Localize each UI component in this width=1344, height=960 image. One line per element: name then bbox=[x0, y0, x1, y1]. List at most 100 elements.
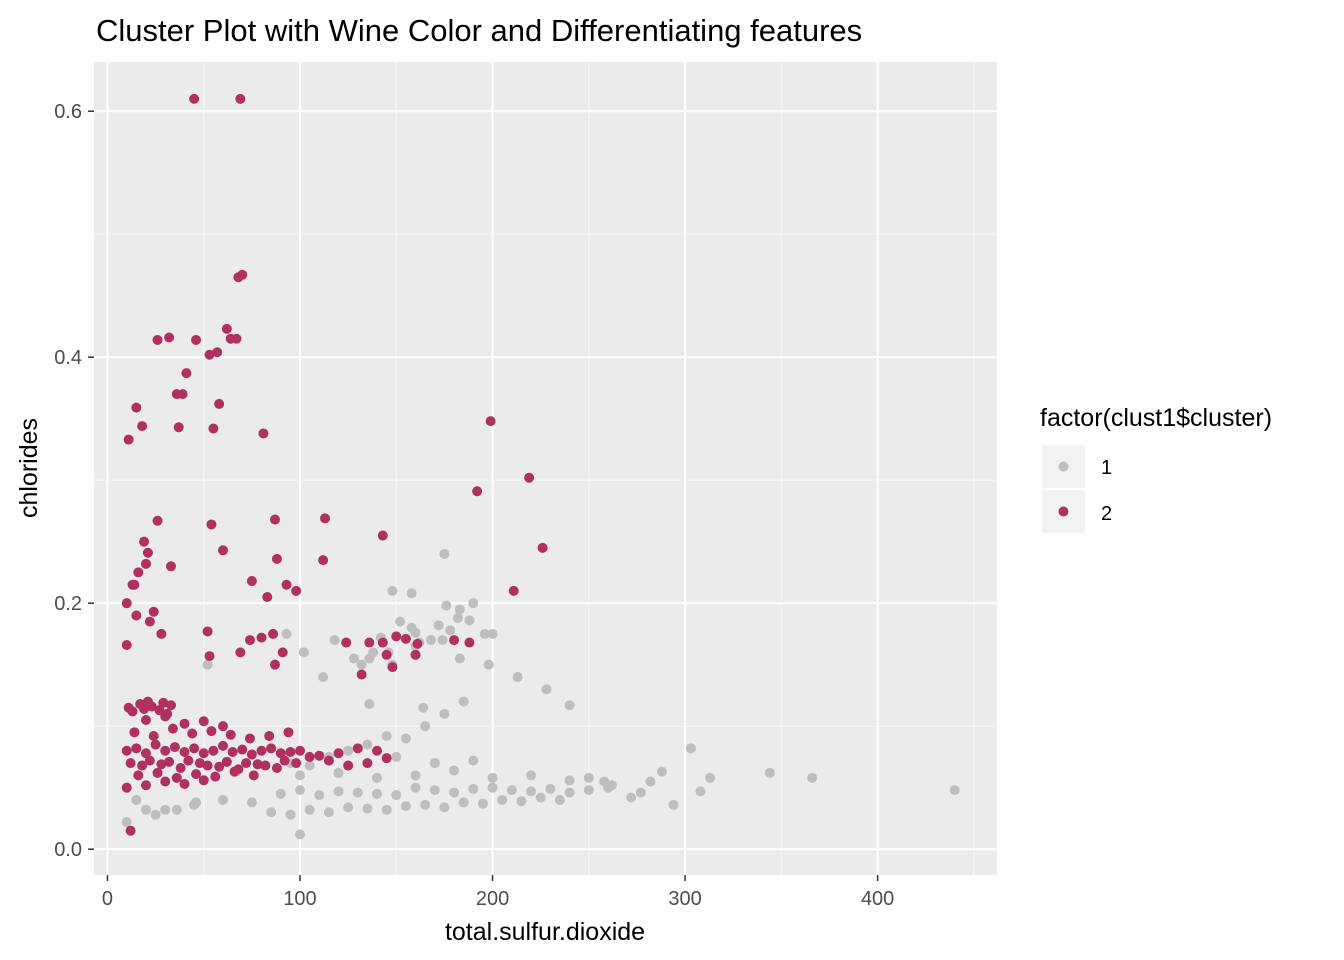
cluster-2-point bbox=[158, 697, 169, 708]
cluster-1-point bbox=[439, 708, 450, 719]
cluster-2-point bbox=[137, 421, 148, 432]
cluster-2-point bbox=[285, 747, 296, 758]
cluster-1-point bbox=[545, 783, 556, 794]
cluster-1-point bbox=[445, 625, 456, 636]
cluster-2-point bbox=[449, 635, 460, 646]
cluster-1-point bbox=[381, 804, 392, 815]
cluster-2-point bbox=[244, 733, 255, 744]
y-tick-label: 0.2 bbox=[54, 593, 82, 615]
cluster-1-point bbox=[807, 772, 818, 783]
cluster-2-point bbox=[152, 515, 163, 526]
cluster-1-point bbox=[304, 804, 315, 815]
cluster-1-point bbox=[150, 809, 161, 820]
cluster-1-point bbox=[526, 786, 537, 797]
cluster-2-point bbox=[314, 750, 325, 761]
cluster-1-point bbox=[441, 600, 452, 611]
cluster-1-point bbox=[506, 785, 517, 796]
cluster-2-point bbox=[166, 700, 177, 711]
cluster-1-point bbox=[626, 792, 637, 803]
cluster-2-point bbox=[121, 598, 132, 609]
cluster-1-point bbox=[526, 770, 537, 781]
legend-title: factor(clust1$cluster) bbox=[1040, 404, 1272, 432]
cluster-1-point bbox=[285, 809, 296, 820]
cluster-1-point bbox=[352, 787, 363, 798]
cluster-2-point bbox=[140, 715, 151, 726]
cluster-2-point bbox=[183, 755, 194, 766]
cluster-2-point bbox=[271, 553, 282, 564]
cluster-1-point bbox=[429, 785, 440, 796]
cluster-2-point bbox=[343, 760, 354, 771]
cluster-2-point bbox=[202, 626, 213, 637]
cluster-2-point bbox=[275, 748, 286, 759]
cluster-1-point bbox=[275, 788, 286, 799]
cluster-2-point bbox=[150, 739, 161, 750]
cluster-2-point bbox=[175, 762, 186, 773]
cluster-1-point bbox=[497, 794, 508, 805]
cluster-2-point bbox=[256, 745, 267, 756]
cluster-2-point bbox=[160, 745, 171, 756]
cluster-2-point bbox=[537, 542, 548, 553]
cluster-2-point bbox=[225, 333, 236, 344]
cluster-1-point bbox=[437, 635, 448, 646]
cluster-2-point bbox=[266, 743, 277, 754]
cluster-2-point bbox=[362, 758, 373, 769]
cluster-2-point bbox=[221, 323, 232, 334]
cluster-1-point bbox=[433, 620, 444, 631]
cluster-1-point bbox=[564, 787, 575, 798]
cluster-2-point bbox=[279, 755, 290, 766]
cluster-1-point bbox=[295, 770, 306, 781]
y-axis-title: chlorides bbox=[15, 418, 43, 518]
cluster-2-point bbox=[210, 771, 221, 782]
cluster-1-point bbox=[695, 786, 706, 797]
cluster-1-point bbox=[202, 659, 213, 670]
cluster-2-point bbox=[162, 708, 173, 719]
cluster-2-point bbox=[400, 633, 411, 644]
cluster-2-point bbox=[281, 579, 292, 590]
cluster-1-point bbox=[348, 653, 359, 664]
cluster-1-point bbox=[362, 739, 373, 750]
cluster-2-point bbox=[227, 747, 238, 758]
cluster-1-point bbox=[468, 598, 479, 609]
cluster-2-point bbox=[127, 706, 138, 717]
cluster-1-point bbox=[635, 787, 646, 798]
cluster-1-point bbox=[583, 772, 594, 783]
cluster-1-point bbox=[477, 798, 488, 809]
cluster-2-point bbox=[198, 716, 209, 727]
cluster-1-point bbox=[218, 794, 228, 805]
cluster-2-point bbox=[154, 705, 165, 716]
x-axis-title: total.sulfur.dioxide bbox=[445, 918, 645, 946]
cluster-2-point bbox=[194, 758, 205, 769]
cluster-1-point bbox=[554, 794, 565, 805]
cluster-1-point bbox=[645, 776, 656, 787]
cluster-2-point bbox=[206, 519, 217, 530]
cluster-2-point bbox=[131, 743, 142, 754]
cluster-2-point bbox=[198, 748, 209, 759]
cluster-2-point bbox=[356, 669, 367, 680]
cluster-1-point bbox=[606, 780, 617, 791]
cluster-1-point bbox=[764, 767, 775, 778]
cluster-1-point bbox=[487, 782, 498, 793]
cluster-1-point bbox=[541, 684, 552, 695]
cluster-2-point bbox=[264, 731, 275, 742]
cluster-2-point bbox=[144, 616, 155, 627]
cluster-1-point bbox=[329, 635, 340, 646]
cluster-1-point bbox=[483, 659, 494, 670]
cluster-2-point bbox=[206, 726, 217, 737]
cluster-2-point bbox=[277, 647, 288, 658]
cluster-2-point bbox=[372, 745, 383, 756]
cluster-2-point bbox=[169, 742, 180, 753]
cluster-1-point bbox=[458, 797, 469, 808]
cluster-1-point bbox=[668, 799, 679, 810]
cluster-2-point bbox=[260, 760, 271, 771]
cluster-1-point bbox=[372, 772, 383, 783]
cluster-2-point bbox=[271, 762, 282, 773]
cluster-1-point bbox=[468, 783, 479, 794]
cluster-2-point bbox=[198, 775, 209, 786]
cluster-2-point bbox=[381, 753, 392, 764]
cluster-2-point bbox=[508, 585, 519, 596]
minor-gridlines bbox=[94, 62, 997, 875]
cluster-1-point bbox=[246, 797, 257, 808]
cluster-2-point bbox=[131, 402, 142, 413]
cluster-1-point bbox=[420, 799, 431, 810]
